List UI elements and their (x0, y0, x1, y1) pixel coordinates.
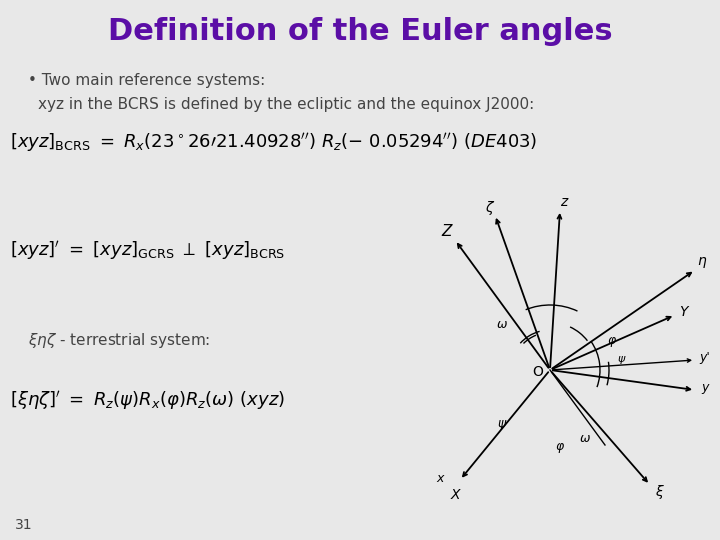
Text: X: X (450, 488, 460, 502)
Text: $\omega$: $\omega$ (579, 431, 591, 444)
Text: • Two main reference systems:: • Two main reference systems: (28, 72, 265, 87)
Text: $\xi\eta\zeta$ - terrestrial system:: $\xi\eta\zeta$ - terrestrial system: (28, 330, 210, 349)
Text: $\varphi$: $\varphi$ (607, 335, 617, 349)
Text: $\left[xyz\right]_{\mathrm{BCRS}}\ =\ R_x(23^\circ 26\prime 21.40928^{\prime\pri: $\left[xyz\right]_{\mathrm{BCRS}}\ =\ R_… (10, 131, 537, 153)
Text: Definition of the Euler angles: Definition of the Euler angles (108, 17, 612, 46)
Text: 31: 31 (15, 518, 32, 532)
Text: $\psi$: $\psi$ (617, 354, 626, 366)
Text: $\left[\xi\eta\zeta\right]^{\prime}\ =\ R_z(\psi)R_x(\varphi)R_z(\omega)\ (xyz)$: $\left[\xi\eta\zeta\right]^{\prime}\ =\ … (10, 388, 285, 411)
Text: $\xi$: $\xi$ (655, 483, 665, 501)
Text: $\eta$: $\eta$ (697, 255, 707, 271)
Text: $\psi$: $\psi$ (497, 418, 507, 432)
Text: O: O (533, 365, 544, 379)
Text: y: y (701, 381, 708, 395)
Text: $\zeta$: $\zeta$ (485, 199, 495, 217)
Text: $\left[xyz\right]^{\prime}\ =\ \left[xyz\right]_{\mathrm{GCRS}}\ \perp\ \left[xy: $\left[xyz\right]^{\prime}\ =\ \left[xyz… (10, 239, 285, 261)
Text: Y: Y (679, 305, 688, 319)
Text: Z: Z (442, 225, 452, 240)
Text: $\varphi$: $\varphi$ (555, 441, 565, 455)
Text: x: x (436, 471, 444, 484)
Text: z: z (560, 195, 567, 209)
Text: $\omega$: $\omega$ (496, 319, 508, 332)
Text: y': y' (700, 352, 711, 365)
Text: xyz in the BCRS is defined by the ecliptic and the equinox J2000:: xyz in the BCRS is defined by the eclipt… (38, 98, 534, 112)
